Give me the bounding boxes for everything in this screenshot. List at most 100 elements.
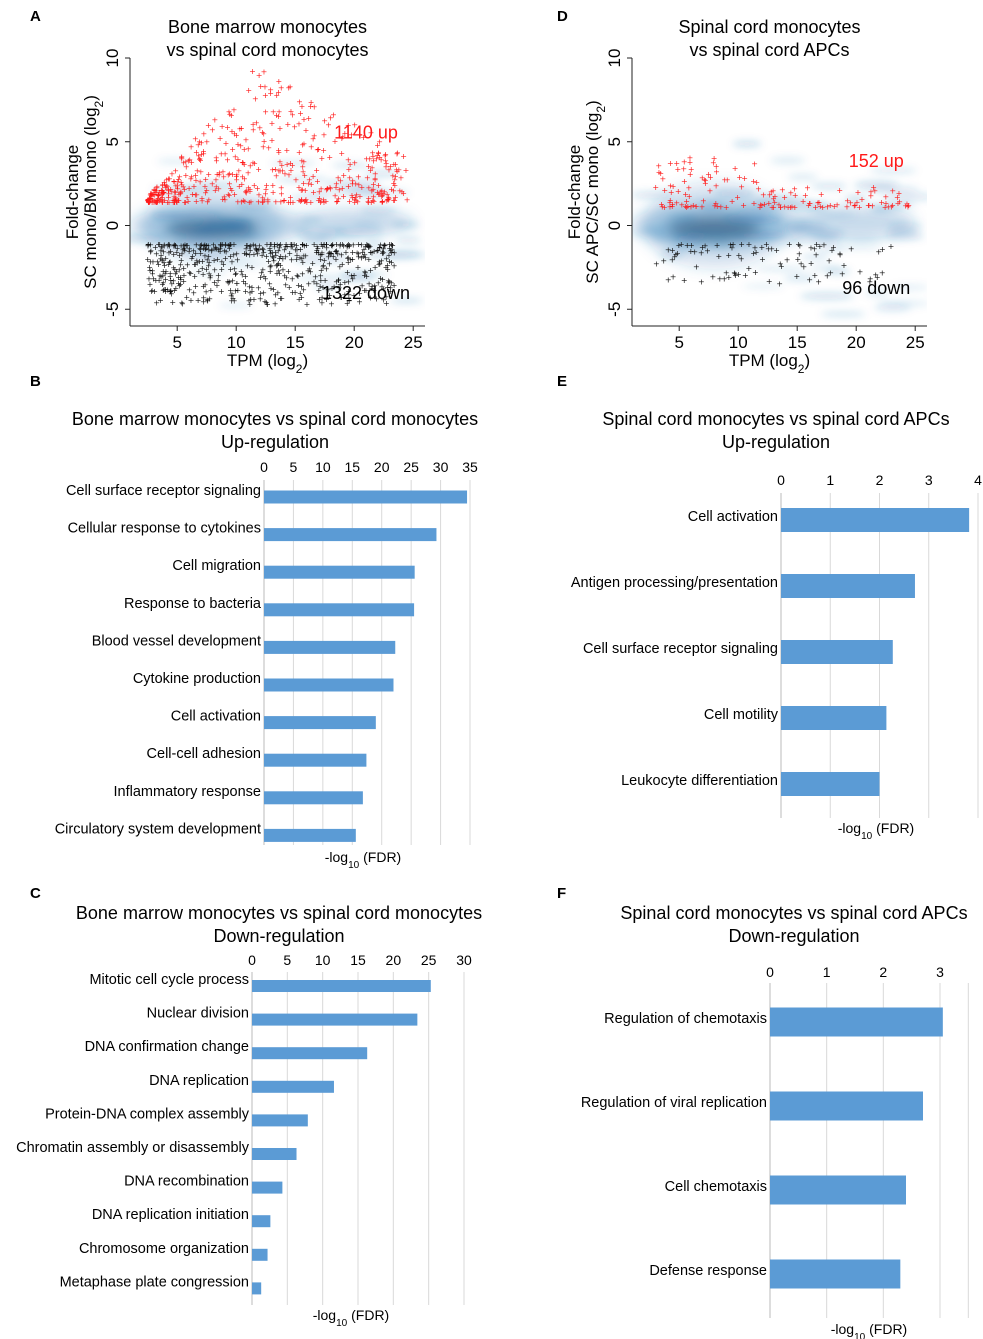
down-point: + (167, 287, 174, 296)
up-point: + (871, 187, 878, 196)
down-point: + (178, 256, 185, 265)
down-point: + (811, 244, 818, 253)
down-point: + (691, 248, 698, 257)
down-point: + (222, 240, 229, 249)
up-point: + (325, 120, 332, 129)
down-point: + (281, 272, 288, 281)
up-point: + (151, 185, 158, 194)
up-point: + (255, 165, 262, 174)
up-point: + (151, 186, 158, 195)
down-point: + (152, 276, 159, 285)
x-tick-label: 25 (906, 333, 925, 352)
down-point: + (795, 240, 802, 249)
up-point: + (360, 133, 367, 142)
down-point: + (169, 279, 176, 288)
down-point: + (171, 242, 178, 251)
up-point: + (195, 141, 202, 150)
up-point: + (177, 189, 184, 198)
up-point: + (240, 196, 247, 205)
down-point: + (183, 293, 190, 302)
bar (264, 791, 363, 805)
down-point: + (173, 284, 180, 293)
up-point: + (313, 166, 320, 175)
up-point: + (375, 149, 382, 158)
density-streak (763, 193, 800, 200)
up-point: + (303, 198, 310, 207)
density-streak (658, 221, 699, 226)
up-point: + (287, 82, 294, 91)
down-point: + (197, 241, 204, 250)
down-point: + (165, 240, 172, 249)
up-point: + (374, 151, 381, 160)
label-rest: (FDR) (347, 1307, 389, 1323)
down-point: + (806, 275, 813, 284)
up-point: + (153, 184, 160, 193)
subscript: 10 (854, 1332, 866, 1339)
up-point: + (657, 169, 664, 178)
up-point: + (341, 129, 348, 138)
up-point: + (804, 183, 811, 192)
down-point: + (165, 241, 172, 250)
category-label: Regulation of chemotaxis (604, 1011, 767, 1027)
up-point: + (770, 203, 777, 212)
density-streak (364, 170, 400, 177)
bar (770, 1259, 901, 1289)
up-point: + (172, 196, 179, 205)
up-point: + (259, 128, 266, 137)
down-point: + (315, 249, 322, 258)
down-point: + (219, 257, 226, 266)
down-point: + (380, 285, 387, 294)
up-point: + (896, 189, 903, 198)
down-point: + (388, 248, 395, 257)
up-point: + (655, 162, 662, 171)
up-point: + (277, 124, 284, 133)
up-point: + (318, 154, 325, 163)
down-point: + (326, 291, 333, 300)
up-point: + (397, 187, 404, 196)
down-point: + (203, 288, 210, 297)
up-point: + (681, 177, 688, 186)
up-point: + (229, 186, 236, 195)
down-point: + (678, 240, 685, 249)
down-point: + (268, 284, 275, 293)
up-point: + (895, 199, 902, 208)
up-point: + (310, 172, 317, 181)
down-point: + (330, 252, 337, 261)
up-point: + (384, 190, 391, 199)
down-point: + (359, 281, 366, 290)
up-point: + (377, 187, 384, 196)
up-point: + (277, 158, 284, 167)
down-point: + (181, 271, 188, 280)
up-point: + (661, 186, 668, 195)
density-streak (699, 201, 726, 210)
density-streak (212, 240, 246, 246)
up-point: + (195, 152, 202, 161)
up-point: + (226, 191, 233, 200)
down-point: + (340, 241, 347, 250)
down-point: + (158, 272, 165, 281)
panel-label-d: D (557, 8, 568, 25)
up-point: + (172, 193, 179, 202)
down-point: + (328, 241, 335, 250)
up-point: + (154, 198, 161, 207)
down-point: + (824, 272, 831, 281)
up-point: + (297, 197, 304, 206)
up-point: + (367, 166, 374, 175)
up-point: + (392, 193, 399, 202)
up-point: + (287, 193, 294, 202)
down-point: + (335, 276, 342, 285)
down-point: + (173, 268, 180, 277)
density-streak (300, 217, 323, 223)
down-point: + (383, 255, 390, 264)
down-point: + (246, 251, 253, 260)
down-point: + (171, 286, 178, 295)
up-point: + (149, 190, 156, 199)
down-point: + (763, 240, 770, 249)
down-point: + (333, 278, 340, 287)
x-tick-label: 15 (350, 952, 366, 968)
down-point: + (753, 248, 760, 257)
up-point: + (257, 82, 264, 91)
density-streak (324, 180, 381, 188)
up-point: + (365, 198, 372, 207)
